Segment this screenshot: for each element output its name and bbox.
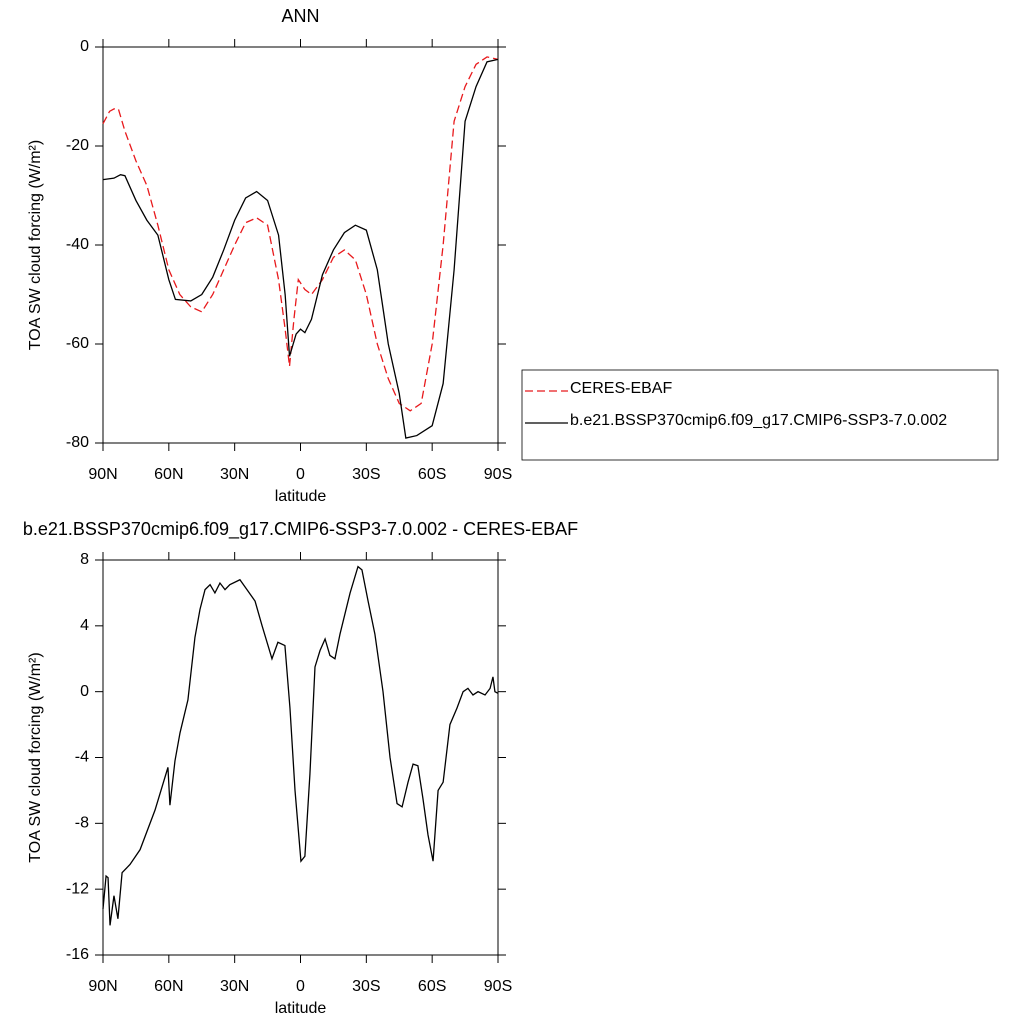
x-tick-label: 30N — [220, 978, 249, 995]
x-axis-label: latitude — [275, 1000, 327, 1017]
x-tick-label: 0 — [296, 466, 305, 483]
x-tick-label: 60S — [418, 978, 446, 995]
x-axis-label: latitude — [275, 488, 327, 505]
plot-frame — [102, 46, 499, 444]
y-tick-label: -60 — [66, 335, 89, 352]
chart-title: ANN — [281, 6, 319, 26]
chart-title: b.e21.BSSP370cmip6.f09_g17.CMIP6-SSP3-7.… — [23, 519, 578, 540]
data-line — [102, 565, 499, 926]
x-tick-label: 0 — [296, 978, 305, 995]
legend-label: CERES-EBAF — [570, 380, 672, 397]
y-tick-label: 8 — [80, 551, 89, 568]
y-tick-label: -4 — [75, 749, 89, 766]
legend-label: b.e21.BSSP370cmip6.f09_g17.CMIP6-SSP3-7.… — [570, 412, 947, 429]
y-axis-label: TOA SW cloud forcing (W/m²) — [27, 140, 44, 350]
y-tick-label: -40 — [66, 236, 89, 253]
data-line — [102, 58, 499, 439]
x-tick-label: 90N — [88, 978, 117, 995]
x-tick-label: 30S — [352, 978, 380, 995]
y-tick-label: -80 — [66, 434, 89, 451]
legend-box — [521, 369, 999, 461]
x-tick-label: 30N — [220, 466, 249, 483]
y-tick-label: -8 — [75, 815, 89, 832]
x-tick-label: 90S — [484, 978, 512, 995]
y-tick-label: 0 — [80, 683, 89, 700]
x-tick-label: 60N — [154, 466, 183, 483]
y-tick-label: 0 — [80, 38, 89, 55]
x-tick-label: 60N — [154, 978, 183, 995]
y-tick-label: 4 — [80, 617, 89, 634]
y-tick-label: -20 — [66, 137, 89, 154]
x-tick-label: 90N — [88, 466, 117, 483]
x-tick-label: 60S — [418, 466, 446, 483]
x-tick-label: 30S — [352, 466, 380, 483]
y-axis-label: TOA SW cloud forcing (W/m²) — [27, 652, 44, 862]
data-line — [102, 56, 499, 412]
y-tick-label: -12 — [66, 880, 89, 897]
x-tick-label: 90S — [484, 466, 512, 483]
y-tick-label: -16 — [66, 946, 89, 963]
plot-frame — [102, 559, 499, 956]
